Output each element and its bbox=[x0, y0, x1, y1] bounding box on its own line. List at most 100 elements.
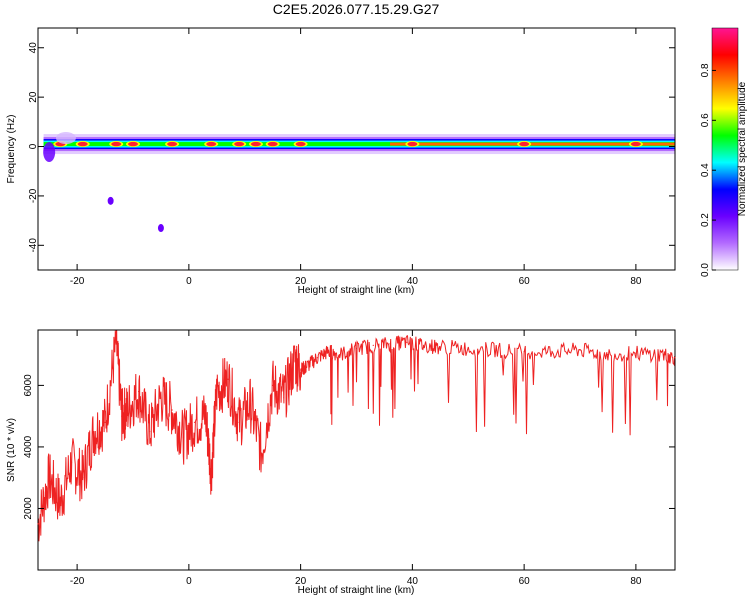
snr-x-ticks: -20 0 20 40 60 80 bbox=[70, 330, 642, 587]
band-peak bbox=[630, 141, 641, 147]
snr-point bbox=[104, 421, 106, 423]
snr-point bbox=[316, 357, 318, 359]
y-tick-label: -20 bbox=[28, 188, 39, 203]
snr-point bbox=[406, 341, 408, 343]
snr-point bbox=[93, 430, 95, 433]
snr-point bbox=[182, 437, 184, 439]
snr-point bbox=[635, 352, 637, 354]
colorbar-tick-label: 0.6 bbox=[700, 113, 711, 127]
snr-point bbox=[171, 409, 173, 411]
y-tick-label: 0 bbox=[28, 143, 39, 149]
snr-point bbox=[523, 350, 525, 353]
snr-point bbox=[674, 357, 676, 359]
snr-point bbox=[137, 390, 140, 393]
band-peak bbox=[295, 141, 306, 147]
snr-point bbox=[283, 397, 285, 399]
snr-point bbox=[422, 344, 425, 346]
snr-point bbox=[272, 384, 274, 386]
snr-point bbox=[115, 341, 117, 343]
y-tick-label: 4000 bbox=[23, 435, 34, 458]
snr-point bbox=[121, 415, 123, 417]
snr-point bbox=[82, 477, 84, 479]
snr-point bbox=[294, 360, 296, 362]
spectrogram-y-ticks: -40 -20 0 20 40 bbox=[28, 42, 675, 253]
noise-blob bbox=[43, 142, 56, 163]
heatmap-point bbox=[107, 196, 114, 205]
snr-point bbox=[607, 354, 609, 356]
snr-point bbox=[439, 346, 441, 348]
y-tick-label: 2000 bbox=[23, 497, 34, 520]
x-tick-label: -20 bbox=[70, 576, 85, 587]
snr-point bbox=[216, 390, 218, 393]
spectrogram-panel: -20 0 20 40 60 80 -40 -20 0 20 40 Height of strai… bbox=[6, 27, 676, 296]
x-tick-label: 20 bbox=[295, 276, 307, 287]
colorbar-ticks: 0.0 0.2 0.4 0.6 0.8 bbox=[700, 63, 716, 277]
snr-frame bbox=[37, 329, 676, 571]
x-tick-label: 0 bbox=[186, 576, 192, 587]
snr-point bbox=[193, 421, 196, 423]
snr-y-label: SNR (10 * v/v) bbox=[6, 418, 17, 482]
x-tick-label: 40 bbox=[407, 276, 419, 287]
colorbar-tick-label: 0.8 bbox=[700, 63, 711, 77]
x-tick-label: 40 bbox=[407, 576, 419, 587]
band-peak bbox=[250, 141, 261, 147]
spectrogram-x-label: Height of straight line (km) bbox=[298, 285, 415, 296]
band-peak bbox=[267, 141, 278, 147]
snr-point bbox=[37, 523, 39, 525]
spectrogram-marks bbox=[43, 132, 676, 233]
snr-point bbox=[70, 461, 73, 463]
snr-point bbox=[126, 409, 129, 411]
band-core bbox=[43, 142, 676, 147]
band-peak bbox=[127, 141, 138, 147]
band-peak bbox=[111, 141, 122, 147]
snr-point bbox=[260, 452, 263, 454]
x-tick-label: 60 bbox=[519, 576, 531, 587]
x-tick-label: 80 bbox=[630, 276, 642, 287]
snr-point bbox=[227, 378, 229, 380]
colorbar: 0.0 0.2 0.4 0.6 0.8 Normalized spectral ampl… bbox=[700, 27, 748, 277]
snr-point bbox=[238, 421, 240, 423]
x-tick-label: 0 bbox=[186, 276, 192, 287]
colorbar-gradient bbox=[711, 27, 739, 271]
snr-point bbox=[210, 470, 212, 473]
snr-point bbox=[495, 349, 497, 351]
y-tick-label: 6000 bbox=[23, 374, 34, 397]
band-peak bbox=[407, 141, 418, 147]
snr-point bbox=[149, 430, 151, 433]
x-tick-label: 80 bbox=[630, 576, 642, 587]
snr-point bbox=[579, 349, 581, 351]
y-tick-label: 40 bbox=[28, 42, 39, 54]
band-strong bbox=[390, 142, 675, 146]
snr-y-ticks: 2000 4000 6000 bbox=[23, 374, 675, 520]
band-peak bbox=[167, 141, 178, 147]
spectrogram-x-ticks: -20 0 20 40 60 80 bbox=[70, 28, 642, 287]
snr-point bbox=[59, 501, 61, 503]
chart-title: C2E5.2026.077.15.29.G27 bbox=[273, 1, 440, 17]
snr-point bbox=[551, 350, 553, 353]
snr-point bbox=[467, 347, 469, 350]
snr-point bbox=[160, 397, 162, 399]
y-tick-label: -40 bbox=[28, 238, 39, 253]
snr-point bbox=[339, 354, 341, 356]
band-peak bbox=[519, 141, 530, 147]
band-peak bbox=[206, 141, 217, 147]
colorbar-tick-label: 0.2 bbox=[700, 213, 711, 227]
x-tick-label: -20 bbox=[70, 276, 85, 287]
spectrogram-frame bbox=[37, 27, 676, 271]
heatmap-point bbox=[157, 224, 164, 233]
snr-point bbox=[249, 403, 251, 405]
x-tick-label: 20 bbox=[295, 576, 307, 587]
y-tick-label: 20 bbox=[28, 91, 39, 103]
snr-point bbox=[663, 354, 665, 356]
snr-point bbox=[300, 369, 302, 371]
snr-point bbox=[205, 415, 207, 417]
snr-series-line bbox=[37, 330, 676, 542]
band-peak bbox=[77, 141, 88, 147]
noise-blob bbox=[55, 132, 76, 145]
colorbar-tick-label: 0.0 bbox=[700, 263, 711, 277]
colorbar-tick-label: 0.4 bbox=[700, 163, 711, 177]
snr-point bbox=[355, 347, 358, 350]
snr-point bbox=[327, 350, 330, 353]
snr-point bbox=[372, 344, 374, 346]
